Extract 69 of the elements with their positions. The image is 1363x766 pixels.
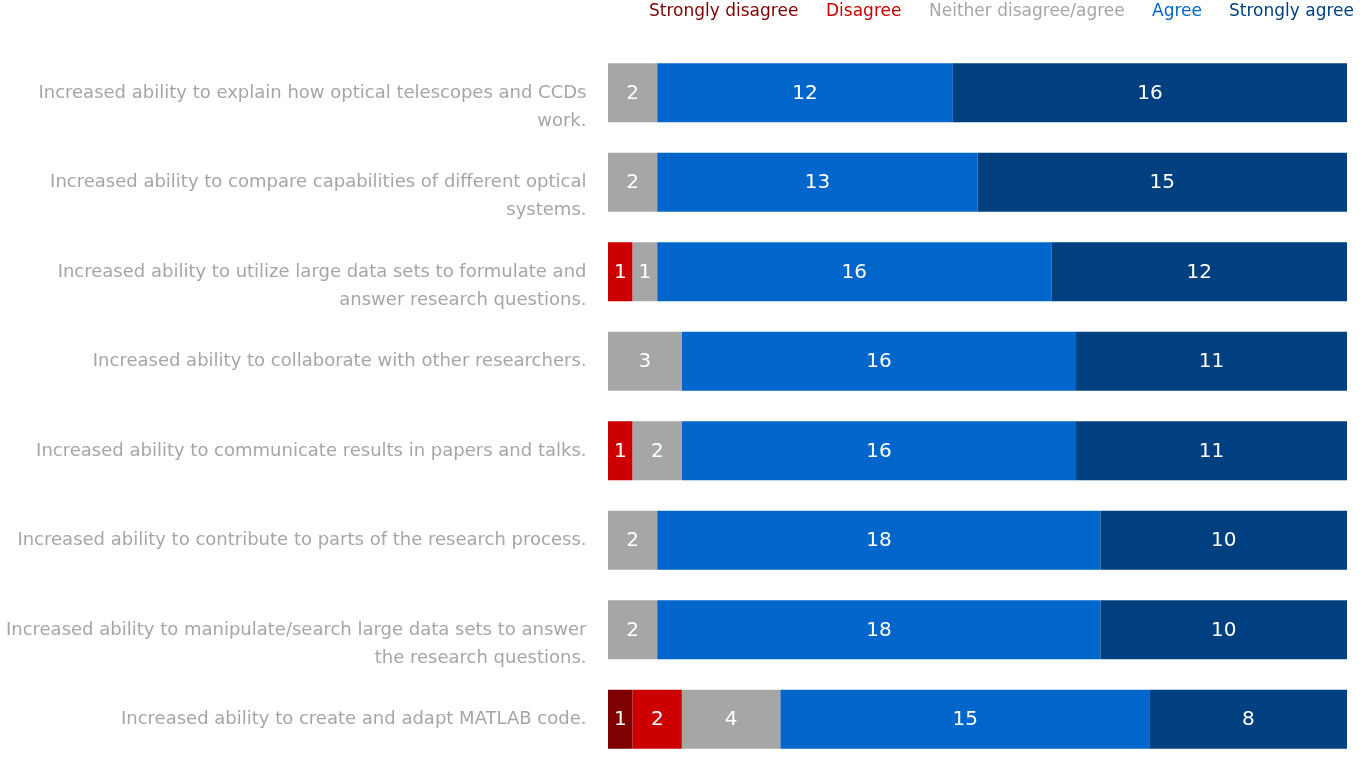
y-tick-label: Increased ability to utilize large data sets to formulate and answer research questions. bbox=[57, 259, 587, 309]
bar bbox=[657, 63, 953, 123]
data-label: 2 bbox=[626, 527, 639, 552]
data-label: 10 bbox=[1211, 527, 1237, 552]
bar bbox=[608, 689, 633, 749]
data-label: 2 bbox=[626, 616, 639, 641]
bar bbox=[632, 421, 682, 481]
data-label: 16 bbox=[841, 258, 868, 283]
bar bbox=[1076, 331, 1347, 391]
bar bbox=[952, 63, 1347, 123]
bar bbox=[1149, 689, 1347, 749]
bar bbox=[681, 331, 1077, 391]
text: Agree bbox=[1152, 0, 1202, 20]
data-label: 1 bbox=[613, 437, 627, 462]
bar bbox=[632, 689, 682, 749]
data-label: 18 bbox=[866, 616, 892, 641]
bar bbox=[608, 510, 658, 570]
y-tick-label: Increased ability to manipulate/search large data sets to answer the research questions. bbox=[5, 617, 588, 667]
bar bbox=[1051, 242, 1347, 302]
data-label: 12 bbox=[792, 79, 818, 104]
bar bbox=[681, 421, 1077, 481]
text: Strongly agree bbox=[1229, 0, 1354, 20]
data-label: 1 bbox=[638, 258, 652, 283]
bar bbox=[632, 242, 658, 302]
data-label: 15 bbox=[1149, 169, 1175, 194]
bar bbox=[1100, 510, 1347, 570]
data-label: 3 bbox=[638, 348, 652, 373]
y-tick-label: Increased ability to contribute to parts of the research process. bbox=[17, 528, 587, 550]
bar bbox=[657, 600, 1101, 660]
bar bbox=[608, 331, 682, 391]
y-tick-label: Increased ability to communicate results in papers and talks. bbox=[36, 438, 587, 460]
text: Disagree bbox=[826, 0, 902, 20]
text: Neither disagree/agree bbox=[929, 0, 1125, 20]
data-label: 2 bbox=[650, 706, 664, 731]
y-tick-label: Increased ability to compare capabilities of different optical systems. bbox=[50, 170, 587, 220]
bar bbox=[780, 689, 1150, 749]
bar bbox=[1076, 421, 1347, 481]
bar bbox=[977, 152, 1347, 212]
bar bbox=[657, 510, 1101, 570]
bar bbox=[657, 152, 978, 212]
bar bbox=[681, 689, 781, 749]
text: Strongly disagree bbox=[649, 0, 799, 20]
data-label: 1 bbox=[613, 706, 627, 731]
data-label: 8 bbox=[1242, 706, 1255, 731]
bar bbox=[1100, 600, 1347, 660]
bar bbox=[608, 421, 633, 481]
data-label: 2 bbox=[650, 437, 664, 462]
data-label: 16 bbox=[866, 348, 892, 373]
y-tick-label: Increased ability to create and adapt MATLAB code. bbox=[120, 707, 587, 729]
bar bbox=[608, 600, 658, 660]
data-label: 11 bbox=[1198, 348, 1225, 373]
y-tick-label: Increased ability to collaborate with other researchers. bbox=[92, 349, 587, 371]
bar bbox=[657, 242, 1052, 302]
data-label: 18 bbox=[866, 527, 892, 552]
data-label: 16 bbox=[1137, 79, 1163, 104]
data-label: 15 bbox=[952, 706, 978, 731]
bar bbox=[608, 152, 658, 212]
data-label: 2 bbox=[626, 79, 639, 104]
data-label: 11 bbox=[1198, 437, 1225, 462]
data-label: 1 bbox=[613, 258, 627, 283]
data-label: 12 bbox=[1186, 258, 1212, 283]
bar bbox=[608, 63, 658, 123]
data-label: 13 bbox=[804, 169, 831, 194]
bar bbox=[608, 242, 633, 302]
data-label: 16 bbox=[866, 437, 892, 462]
data-label: 4 bbox=[724, 706, 738, 731]
data-label: 10 bbox=[1211, 616, 1237, 641]
data-label: 2 bbox=[626, 169, 639, 194]
y-tick-label: Increased ability to explain how optical telescopes and CCDs work. bbox=[38, 80, 587, 130]
